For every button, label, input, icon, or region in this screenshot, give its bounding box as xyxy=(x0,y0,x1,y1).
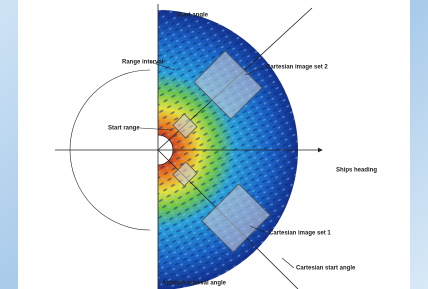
label: Range interval xyxy=(122,60,164,66)
diagram: Start angle Range interval Cartesian ima… xyxy=(0,0,428,289)
label: Cartesian image set 2 xyxy=(266,65,328,71)
label: Start range xyxy=(108,126,140,132)
label: Azimuth interval angle xyxy=(162,281,227,287)
label: Cartesian start angle xyxy=(296,266,356,272)
label: Cartesian image set 1 xyxy=(269,231,331,237)
label: Start angle xyxy=(177,13,209,19)
label: Ships heading xyxy=(336,168,377,174)
